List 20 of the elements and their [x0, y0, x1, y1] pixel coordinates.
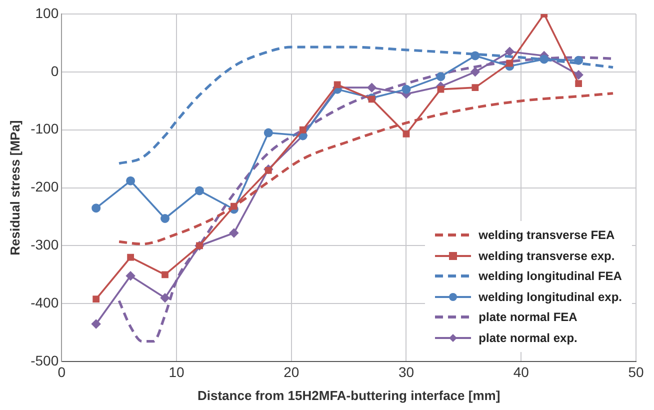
- x-axis-title: Distance from 15H2MFA-buttering interface [mm]: [197, 388, 500, 403]
- legend-label: welding transverse FEA: [478, 228, 615, 242]
- legend-label: welding longitudinal FEA: [478, 269, 622, 284]
- y-tick-label: -500: [30, 352, 59, 368]
- y-tick-label: 0: [50, 62, 59, 79]
- x-tick-label: 10: [168, 364, 184, 380]
- x-tick-label: 30: [398, 364, 414, 380]
- x-tick-label: 40: [513, 364, 530, 380]
- x-tick-label: 50: [628, 364, 644, 380]
- y-tick-label: -200: [30, 178, 59, 195]
- legend-label: welding transverse exp.: [478, 248, 615, 263]
- legend-label: plate normal FEA: [478, 310, 578, 324]
- y-tick-label: -400: [30, 294, 59, 311]
- y-tick-label: 100: [35, 4, 59, 21]
- y-tick-label: -100: [30, 120, 59, 137]
- legend-label: welding longitudinal exp.: [478, 290, 622, 304]
- legend-label: plate normal exp.: [478, 330, 578, 345]
- y-axis-title: Residual stress [MPa]: [7, 120, 22, 256]
- y-tick-label: -300: [30, 236, 59, 253]
- x-tick-label: 20: [284, 364, 300, 380]
